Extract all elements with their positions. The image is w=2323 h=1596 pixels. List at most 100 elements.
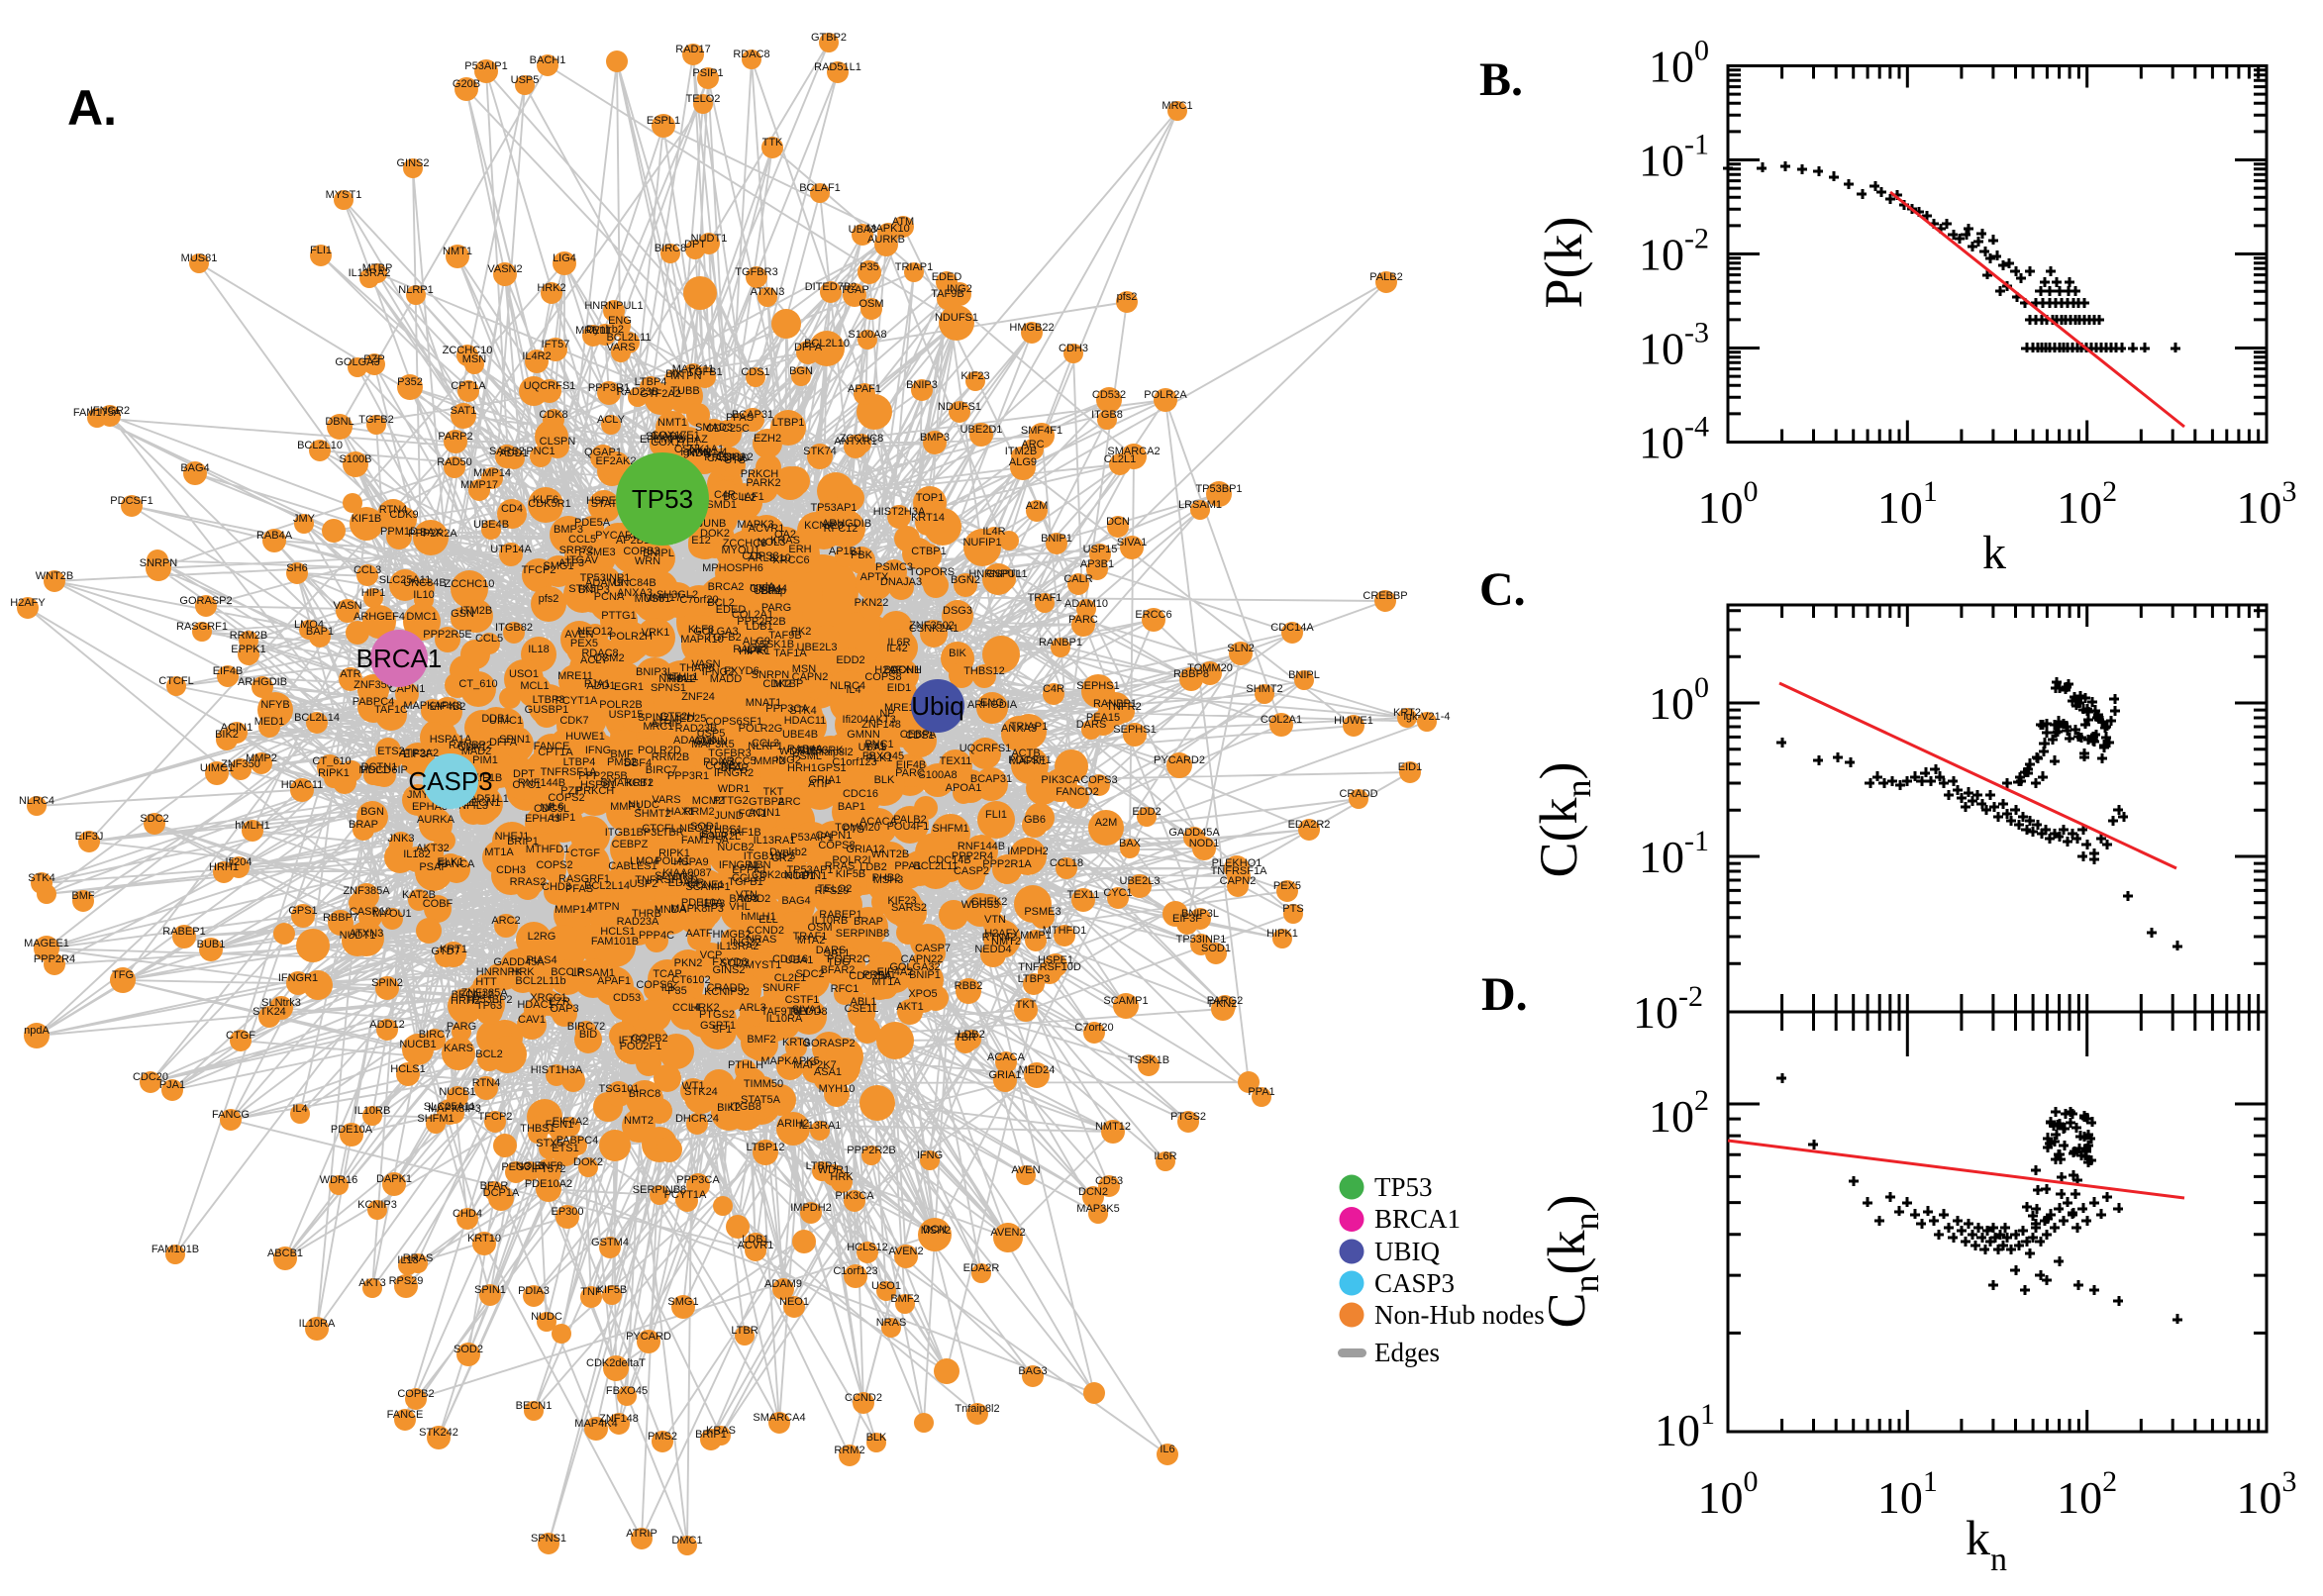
svg-text:PEX5: PEX5: [1273, 880, 1301, 892]
svg-text:BMF: BMF: [71, 890, 95, 902]
svg-text:UQCRFS1: UQCRFS1: [524, 380, 576, 392]
svg-text:SLNtrk3: SLNtrk3: [655, 870, 694, 882]
svg-text:E12: E12: [691, 535, 711, 547]
svg-text:SMG1: SMG1: [543, 560, 573, 572]
svg-text:TP53: TP53: [1374, 1172, 1433, 1202]
svg-text:FBXO45: FBXO45: [862, 750, 904, 762]
svg-text:CTCFL: CTCFL: [158, 675, 193, 687]
svg-text:A2M: A2M: [1026, 500, 1049, 512]
svg-text:CCL5: CCL5: [568, 534, 596, 546]
svg-text:WDR1: WDR1: [718, 783, 750, 795]
svg-text:JNK3: JNK3: [388, 833, 415, 845]
svg-text:ZCCHC8: ZCCHC8: [723, 538, 767, 549]
svg-text:ITGB8: ITGB8: [1091, 409, 1123, 421]
svg-text:ATXN3: ATXN3: [751, 286, 785, 298]
svg-text:LDB1: LDB1: [742, 1234, 769, 1246]
svg-text:ACACA: ACACA: [859, 816, 898, 828]
svg-text:PABPC4: PABPC4: [353, 696, 395, 708]
svg-text:POU2F1: POU2F1: [620, 1041, 662, 1052]
svg-text:SAT1: SAT1: [824, 948, 851, 959]
svg-text:S100A8: S100A8: [848, 329, 886, 341]
svg-text:ACLY: ACLY: [597, 414, 626, 426]
svg-text:BFAR: BFAR: [721, 762, 750, 774]
svg-text:CDK7: CDK7: [559, 715, 588, 727]
svg-text:BRCA1: BRCA1: [1374, 1204, 1461, 1234]
svg-text:DOK2: DOK2: [573, 1156, 603, 1168]
svg-text:P35: P35: [859, 261, 879, 273]
svg-text:OA2: OA2: [774, 529, 796, 541]
svg-text:BUB1: BUB1: [197, 939, 226, 950]
svg-text:PPP2R5E: PPP2R5E: [423, 629, 472, 641]
svg-text:SERPINB8: SERPINB8: [836, 928, 889, 940]
svg-text:BNIPL: BNIPL: [1288, 669, 1320, 681]
svg-text:CDK2: CDK2: [762, 678, 791, 690]
svg-text:RABEP1: RABEP1: [162, 926, 205, 938]
svg-text:SPNS1: SPNS1: [531, 1533, 566, 1545]
svg-text:PKN2: PKN2: [1209, 998, 1238, 1010]
svg-text:CYC1: CYC1: [512, 779, 541, 791]
svg-text:STK74: STK74: [803, 446, 837, 457]
svg-text:RABEP1: RABEP1: [819, 909, 861, 921]
svg-text:STX5: STX5: [536, 1138, 563, 1149]
svg-text:PALB2: PALB2: [1369, 271, 1402, 283]
svg-text:UBE2D1: UBE2D1: [960, 424, 1003, 436]
svg-text:MMP17: MMP17: [460, 479, 498, 491]
svg-text:ARC: ARC: [777, 796, 800, 808]
svg-text:USP5: USP5: [697, 728, 726, 740]
svg-text:GMNN: GMNN: [847, 729, 880, 741]
svg-text:ADAM10: ADAM10: [673, 735, 717, 747]
svg-text:BRIP1: BRIP1: [695, 1429, 727, 1441]
svg-text:PYCARD2: PYCARD2: [1154, 754, 1205, 766]
svg-text:ANXA3: ANXA3: [1001, 723, 1037, 735]
svg-text:NLRC4: NLRC4: [19, 795, 54, 807]
svg-text:CDC16: CDC16: [772, 953, 808, 965]
svg-text:MCL1: MCL1: [358, 764, 387, 776]
svg-text:CDK5R1: CDK5R1: [528, 498, 570, 510]
svg-text:NOD1: NOD1: [785, 870, 816, 882]
svg-text:GTD7: GTD7: [431, 946, 459, 957]
svg-text:COPB2: COPB2: [397, 1388, 434, 1400]
svg-text:UBE2L3: UBE2L3: [797, 642, 838, 653]
svg-text:TCAP: TCAP: [840, 284, 868, 296]
svg-text:NEDD8: NEDD8: [790, 1006, 827, 1018]
svg-text:BFAR2: BFAR2: [821, 964, 856, 976]
svg-text:PDE5A: PDE5A: [574, 517, 611, 529]
svg-text:UBE4B: UBE4B: [473, 519, 509, 531]
svg-text:AVEN2: AVEN2: [990, 1227, 1025, 1239]
svg-text:C(kn): C(kn): [1529, 762, 1598, 878]
svg-text:HMGB22: HMGB22: [1009, 322, 1054, 334]
svg-text:MTHFD1: MTHFD1: [526, 844, 570, 855]
svg-text:NDUFS1: NDUFS1: [938, 401, 981, 413]
svg-text:CHD4: CHD4: [453, 1208, 482, 1220]
svg-text:HIP1: HIP1: [361, 587, 385, 599]
svg-text:MMP1: MMP1: [1020, 930, 1052, 942]
svg-text:PRKCH: PRKCH: [741, 468, 779, 480]
svg-text:BIK2: BIK2: [215, 729, 239, 741]
svg-text:PDE10A: PDE10A: [681, 897, 724, 909]
svg-text:TEX11: TEX11: [940, 755, 972, 767]
svg-text:KCNIP32: KCNIP32: [704, 986, 750, 998]
svg-text:CDK8: CDK8: [539, 409, 567, 421]
svg-text:DNAJA3: DNAJA3: [880, 576, 922, 588]
svg-text:BRAP: BRAP: [349, 819, 378, 831]
svg-text:TAF1A: TAF1A: [773, 648, 807, 659]
svg-text:PEX5: PEX5: [570, 638, 598, 649]
svg-text:MTPN: MTPN: [588, 901, 619, 913]
svg-text:QGAP1: QGAP1: [584, 447, 622, 458]
svg-text:PARC: PARC: [1068, 614, 1098, 626]
svg-text:MRC1: MRC1: [1162, 100, 1192, 112]
svg-text:L2RG: L2RG: [528, 931, 556, 943]
svg-text:USO1: USO1: [871, 1280, 901, 1292]
svg-text:POLR2H: POLR2H: [609, 631, 653, 643]
svg-text:TFCP2: TFCP2: [478, 1111, 513, 1123]
svg-text:BGN: BGN: [789, 365, 813, 377]
svg-text:IL6R: IL6R: [1154, 1150, 1176, 1162]
svg-text:BCL2: BCL2: [475, 1048, 503, 1060]
svg-text:SPIN1: SPIN1: [499, 734, 531, 746]
svg-text:PPP2R4: PPP2R4: [952, 850, 993, 862]
svg-text:TFCP2: TFCP2: [522, 564, 556, 576]
svg-text:ACACA: ACACA: [987, 1051, 1026, 1063]
svg-text:MMP1: MMP1: [610, 801, 642, 813]
svg-text:CDK2deltaT: CDK2deltaT: [752, 869, 811, 881]
svg-text:CDS1: CDS1: [905, 730, 934, 742]
